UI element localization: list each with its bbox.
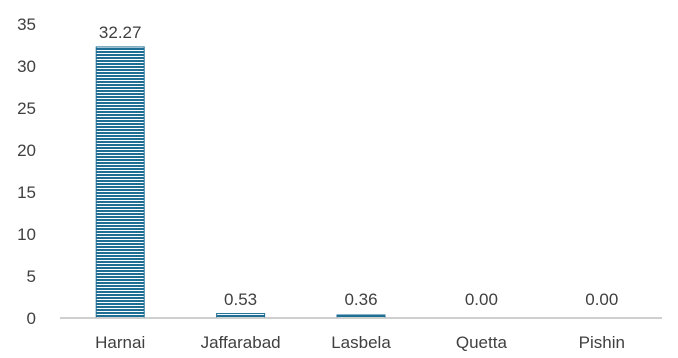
y-tick-label: 35 xyxy=(17,15,36,34)
x-tick-label-quetta: Quetta xyxy=(456,333,508,352)
data-label-harnai: 32.27 xyxy=(99,23,142,42)
data-labels-group: 32.27 0.53 0.36 0.00 0.00 xyxy=(99,23,618,309)
y-tick-label: 30 xyxy=(17,57,36,76)
y-tick-label: 10 xyxy=(17,225,36,244)
data-label-lasbela: 0.36 xyxy=(344,290,377,309)
y-tick-label: 0 xyxy=(27,309,36,328)
y-tick-label: 20 xyxy=(17,141,36,160)
y-tick-label: 25 xyxy=(17,99,36,118)
x-tick-label-pishin: Pishin xyxy=(579,333,625,352)
data-label-pishin: 0.00 xyxy=(585,290,618,309)
data-label-quetta: 0.00 xyxy=(465,290,498,309)
x-axis: Harnai Jaffarabad Lasbela Quetta Pishin xyxy=(60,317,662,352)
y-tick-label: 5 xyxy=(27,267,36,286)
y-tick-label: 15 xyxy=(17,183,36,202)
x-tick-label-harnai: Harnai xyxy=(95,333,145,352)
x-tick-label-jaffarabad: Jaffarabad xyxy=(201,333,281,352)
bar-harnai xyxy=(95,46,145,319)
data-label-jaffarabad: 0.53 xyxy=(224,290,257,309)
y-axis: 0 5 10 15 20 25 30 35 xyxy=(17,15,36,328)
bars-group xyxy=(95,46,386,319)
x-tick-label-lasbela: Lasbela xyxy=(331,333,391,352)
